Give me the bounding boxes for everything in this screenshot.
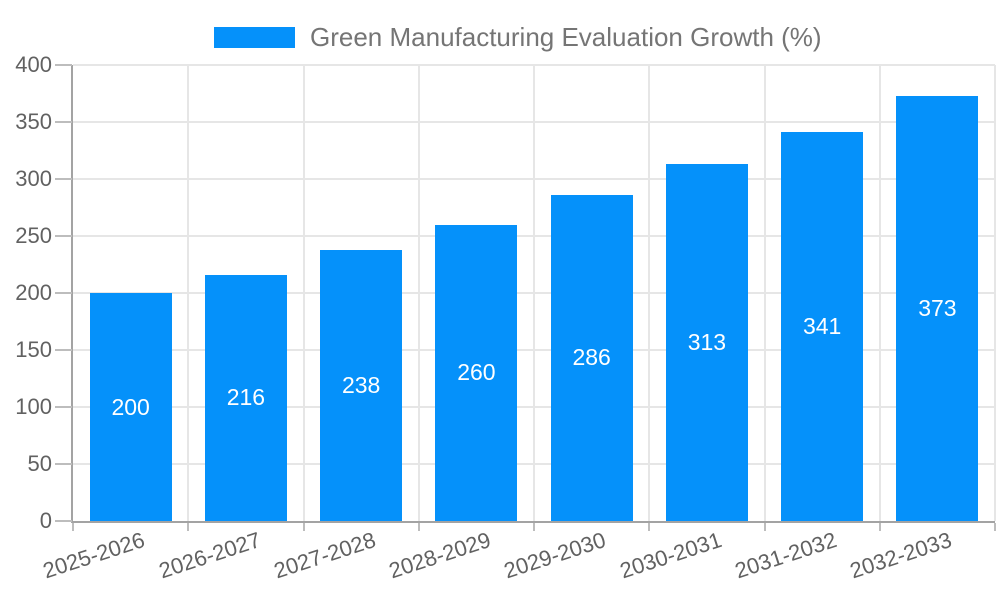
- chart-legend: Green Manufacturing Evaluation Growth (%…: [214, 22, 822, 53]
- y-axis-line: [71, 65, 73, 523]
- x-axis-tick-label: 2029-2030: [501, 527, 610, 584]
- bar-value-label: 313: [687, 329, 727, 356]
- x-axis-tick-label: 2026-2027: [155, 527, 264, 584]
- x-axis-tick: [187, 523, 190, 531]
- legend-label: Green Manufacturing Evaluation Growth (%…: [310, 22, 822, 52]
- x-axis-tick-label: 2027-2028: [270, 527, 379, 584]
- gridline-vertical: [648, 65, 651, 521]
- legend-swatch-icon: [214, 27, 295, 48]
- y-axis-tick: [55, 292, 72, 294]
- y-axis-tick: [55, 349, 72, 351]
- bar-value-label: 286: [572, 344, 611, 371]
- y-axis-tick: [55, 64, 72, 66]
- y-axis-tick-label: 150: [15, 337, 52, 362]
- bar: 313: [665, 164, 748, 521]
- y-axis-tick-label: 400: [15, 52, 52, 77]
- bar-value-label: 260: [457, 359, 496, 386]
- bar: 260: [435, 224, 518, 521]
- y-axis-tick-label: 100: [15, 394, 52, 419]
- gridline-vertical: [763, 65, 766, 521]
- x-axis-tick: [994, 523, 996, 531]
- x-axis-tick: [72, 523, 74, 531]
- x-axis-tick: [533, 523, 535, 531]
- y-axis-tick-label: 300: [15, 166, 52, 191]
- plot-area: 200 216 238 260 286 313 341 373: [73, 64, 996, 521]
- x-axis-tick: [417, 523, 420, 531]
- bar-value-label: 238: [341, 371, 381, 398]
- x-axis-tick: [878, 523, 881, 531]
- y-axis-tick-label: 200: [15, 280, 52, 305]
- x-axis-line: [71, 521, 995, 523]
- bar-value-label: 373: [918, 294, 957, 321]
- bar-value-label: 216: [226, 384, 266, 411]
- bar: 200: [89, 293, 172, 521]
- gridline-vertical: [994, 65, 996, 521]
- x-axis-tick: [763, 523, 766, 531]
- y-axis-tick: [55, 235, 72, 237]
- y-axis-tick: [55, 520, 72, 522]
- y-axis-tick: [55, 463, 72, 465]
- y-axis-tick: [55, 178, 72, 180]
- bar-value-label: 341: [802, 313, 842, 340]
- gridline-vertical: [187, 65, 190, 521]
- bar: 216: [204, 274, 287, 521]
- y-axis-tick-label: 350: [15, 109, 52, 134]
- gridline-vertical: [417, 65, 420, 521]
- bar: 238: [320, 249, 403, 521]
- y-axis-tick: [55, 121, 72, 123]
- x-axis-tick: [302, 523, 305, 531]
- x-axis-tick-label: 2025-2026: [40, 527, 149, 584]
- y-axis-tick-label: 250: [15, 223, 52, 248]
- x-axis-tick: [648, 523, 651, 531]
- gridline-vertical: [302, 65, 305, 521]
- x-axis-tick-label: 2032-2033: [846, 527, 955, 584]
- x-axis-tick-label: 2031-2032: [731, 527, 840, 584]
- gridline-vertical: [878, 65, 881, 521]
- y-axis-tick: [55, 406, 72, 408]
- bar-value-label: 200: [111, 393, 150, 420]
- bar: 286: [550, 194, 633, 521]
- bar: 373: [896, 95, 979, 521]
- gridline-vertical: [533, 65, 535, 521]
- y-axis-tick-label: 50: [27, 451, 52, 476]
- bar: 341: [781, 132, 864, 521]
- x-axis-tick-label: 2030-2031: [616, 527, 725, 584]
- y-axis-tick-label: 0: [39, 508, 52, 533]
- x-axis-tick-label: 2028-2029: [385, 527, 494, 584]
